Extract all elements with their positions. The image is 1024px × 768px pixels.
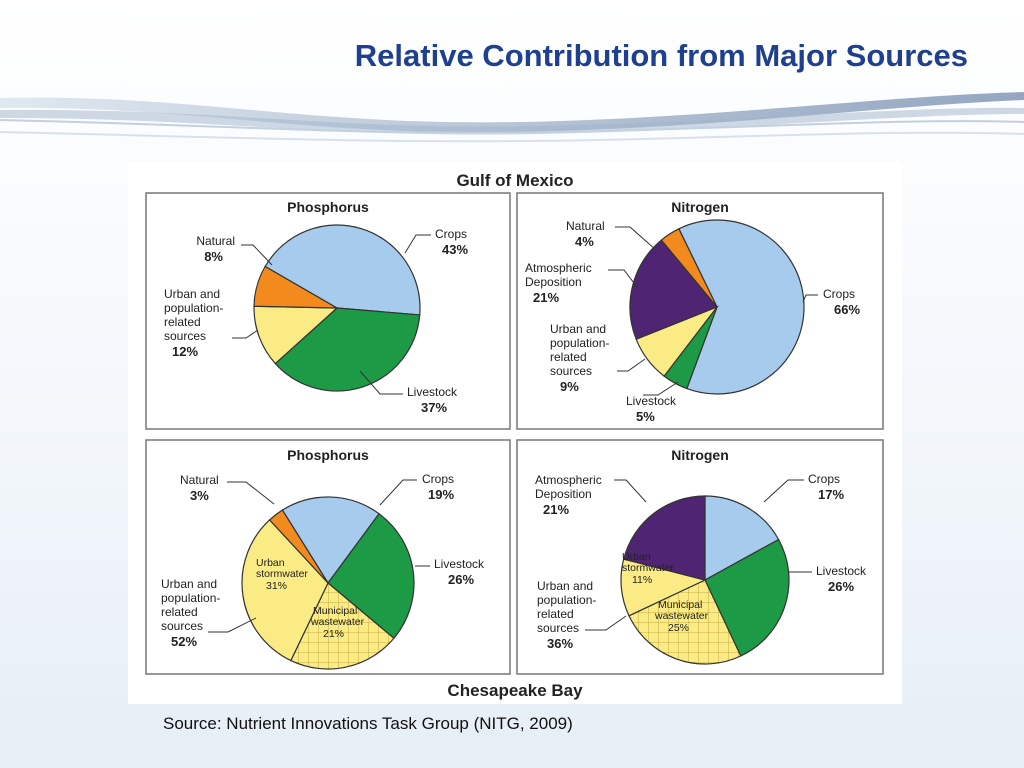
leader-line [643, 381, 679, 396]
gulf-heading: Gulf of Mexico [456, 171, 573, 190]
panel-title: Nitrogen [671, 447, 729, 463]
leader-line [359, 370, 403, 395]
leader-line [232, 329, 259, 339]
label-natural: Natural 4% [566, 219, 605, 249]
decorative-wave [0, 92, 1024, 143]
panel-chesapeake-phosphorus [145, 439, 511, 675]
leader-line [802, 294, 818, 303]
panel-chesapeake-nitrogen [516, 439, 884, 675]
leader-line [227, 481, 275, 505]
leader-line [617, 358, 646, 372]
pie-slice-natural [253, 265, 338, 309]
leader-line [208, 617, 257, 633]
panel-title: Nitrogen [671, 199, 729, 215]
label-livestock: Livestock 5% [626, 394, 677, 424]
leader-line [585, 615, 627, 631]
label-atmospheric-deposition: Atmospheric Deposition 21% [525, 261, 595, 305]
leader-line [379, 479, 417, 506]
pie-slice-crops [281, 496, 380, 585]
label-urban: Urban and population- related sources 12… [164, 287, 227, 359]
leader-line [404, 234, 431, 254]
pie-slice-urban-stormwater [241, 519, 329, 662]
label-atmospheric-deposition: Atmospheric Deposition 21% [535, 473, 605, 517]
pie-slice-atmospheric-deposition [622, 495, 706, 581]
label-livestock: Livestock 37% [407, 385, 458, 415]
panel-gulf-nitrogen [516, 192, 884, 430]
panel-gulf-phosphorus [145, 192, 511, 430]
label-municipal-wastewater: Municipal wastewater 21% [310, 605, 367, 640]
leader-line [763, 479, 804, 503]
pie-chart-figure: Gulf of Mexico Chesapeake Bay Phosphorus… [128, 162, 902, 704]
label-livestock: Livestock 26% [434, 557, 485, 587]
pie-slice-natural [660, 228, 718, 308]
pie-slice-municipal-wastewater [628, 579, 742, 665]
pie-slice-municipal-wastewater [290, 582, 395, 670]
label-crops: Crops 17% [808, 472, 844, 502]
leader-line [241, 244, 273, 266]
label-municipal-wastewater: Municipal wastewater 25% [654, 599, 711, 634]
leader-line [615, 226, 657, 251]
pie-slice-natural [268, 509, 329, 584]
chesapeake-heading: Chesapeake Bay [447, 681, 583, 700]
label-urban-stormwater: Urban stormwater 11% [622, 551, 677, 586]
slide-title: Relative Contribution from Major Sources [354, 38, 968, 73]
panel-title: Phosphorus [287, 447, 369, 463]
pie-slice-atmospheric-deposition [629, 239, 718, 340]
label-crops: Crops 19% [422, 472, 454, 502]
leader-line [614, 479, 647, 503]
label-natural: Natural 3% [180, 473, 219, 503]
label-crops: Crops 66% [823, 287, 860, 317]
label-natural: Natural 8% [196, 234, 235, 264]
label-urban-stormwater: Urban stormwater 31% [256, 557, 311, 592]
label-urban: Urban and population- related sources 52… [161, 577, 224, 649]
label-urban: Urban and population- related sources 36… [537, 579, 600, 651]
leader-line [608, 269, 638, 288]
source-citation: Source: Nutrient Innovations Task Group … [163, 714, 573, 733]
pie-slice-livestock [704, 538, 790, 657]
label-urban: Urban and population- related sources 9% [550, 322, 613, 394]
pie-slice-crops [704, 495, 780, 582]
pie-slice-livestock [274, 307, 421, 392]
label-crops: Crops 43% [435, 227, 468, 257]
pie-slice-livestock [327, 512, 415, 640]
panel-title: Phosphorus [287, 199, 369, 215]
pie-slice-urban-and-population-related-sources [253, 305, 339, 365]
pie-slice-crops [264, 224, 421, 316]
pie-slice-crops [678, 219, 805, 395]
label-livestock: Livestock 26% [816, 564, 867, 594]
